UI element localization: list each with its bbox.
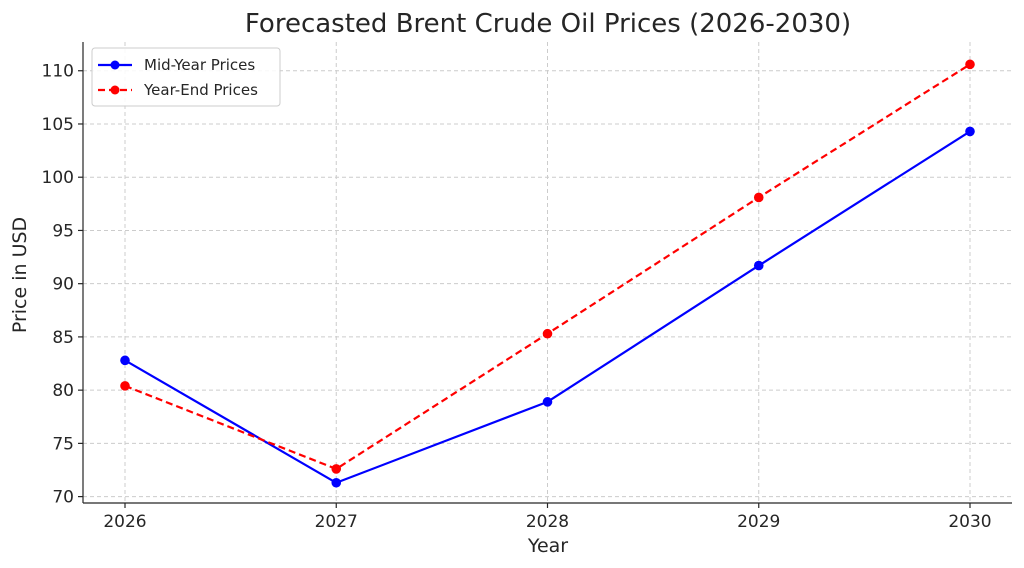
- data-point: [542, 328, 553, 339]
- chart-title: Forecasted Brent Crude Oil Prices (2026-…: [245, 9, 851, 39]
- x-tick-label: 2026: [103, 512, 146, 532]
- y-tick-label: 70: [52, 488, 74, 508]
- legend-label: Year-End Prices: [143, 81, 258, 99]
- y-tick-label: 95: [52, 221, 74, 241]
- x-axis-label: Year: [527, 535, 568, 557]
- data-point: [753, 260, 764, 271]
- x-tick-label: 2030: [948, 512, 991, 532]
- y-tick-label: 105: [42, 115, 74, 135]
- series-layer: [120, 59, 975, 488]
- legend-swatch-marker: [110, 85, 120, 95]
- y-tick-label: 85: [52, 328, 74, 348]
- axes: 2026 2027 2028 2029 2030 70 75 80 85 90 95 100 105 11…: [42, 42, 1012, 532]
- y-axis-label: Price in USD: [9, 217, 31, 333]
- legend: Mid-Year Prices Year-End Prices: [91, 47, 281, 107]
- data-point: [331, 477, 342, 488]
- data-point: [331, 464, 342, 474]
- x-tick-label: 2028: [526, 512, 569, 532]
- data-point: [753, 192, 764, 203]
- y-tick-label: 100: [42, 168, 74, 188]
- y-tick-label: 80: [52, 381, 74, 401]
- y-tick-label: 110: [42, 62, 74, 82]
- data-point: [120, 381, 130, 391]
- legend-label: Mid-Year Prices: [144, 56, 255, 74]
- data-point: [965, 126, 975, 137]
- y-tick-label: 90: [52, 275, 74, 295]
- x-tick-label: 2027: [315, 512, 358, 532]
- data-point: [965, 59, 975, 70]
- y-tick-label: 75: [52, 434, 74, 454]
- grid: [83, 42, 1012, 503]
- legend-swatch-marker: [110, 60, 120, 70]
- legend-box: [91, 47, 281, 107]
- x-tick-label: 2029: [737, 512, 780, 532]
- data-point: [542, 397, 553, 407]
- data-point: [120, 355, 130, 366]
